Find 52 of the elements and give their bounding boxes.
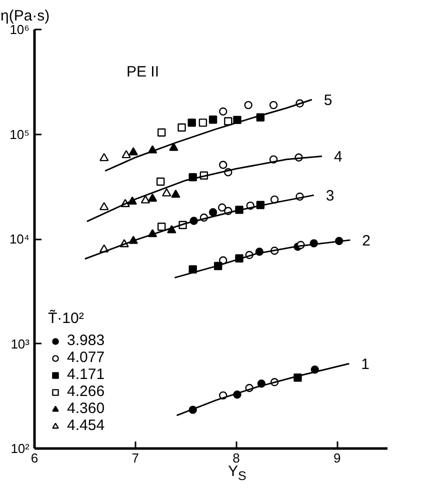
point: [99, 153, 109, 162]
point: [219, 107, 228, 116]
line-series: [174, 239, 351, 278]
point: [99, 202, 109, 210]
point: [208, 116, 218, 124]
point: [171, 190, 180, 198]
line-series: [176, 362, 350, 416]
legend-label: 4.077: [67, 349, 105, 366]
legend-label: 4.266: [67, 383, 105, 400]
y-tick-label: 10³: [10, 336, 30, 352]
point: [188, 118, 196, 127]
series-label: 3: [326, 188, 334, 205]
x-tick-label: 9: [333, 450, 341, 466]
y-axis-title: η(Pa·s): [0, 8, 50, 24]
x-tick-label: 7: [132, 450, 139, 466]
legend-title: T̃·10²: [48, 310, 85, 327]
line-series: [84, 194, 315, 260]
point: [122, 150, 131, 158]
point: [140, 195, 150, 204]
legend-label: 3.983: [67, 332, 105, 349]
y-tick-label: 10⁶: [10, 22, 30, 37]
y-tick-label: 10²: [10, 441, 30, 456]
legend-label: 4.360: [67, 400, 105, 417]
point: [244, 100, 252, 110]
legend-label: 4.171: [67, 366, 105, 383]
series-label: 2: [362, 232, 371, 250]
point: [198, 118, 208, 127]
line-series: [86, 155, 323, 222]
point: [218, 203, 226, 212]
point: [224, 117, 232, 126]
point: [156, 178, 165, 186]
y-tick-label: 10⁴: [9, 232, 30, 246]
series-label: 5: [324, 92, 332, 110]
point: [128, 147, 138, 156]
point: [157, 128, 166, 137]
x-tick-label: 6: [30, 450, 38, 466]
series-label: 4: [334, 148, 342, 166]
point: [157, 222, 166, 231]
point: [148, 194, 158, 202]
point: [169, 142, 178, 151]
point: [208, 208, 218, 216]
point: [219, 160, 228, 169]
line-series: [104, 98, 313, 172]
text: PE II: [126, 64, 160, 80]
series-label: 1: [361, 356, 370, 374]
x-axis-title: Y$_{S}$: [228, 463, 246, 484]
legend-label: 4.454: [67, 417, 105, 434]
point: [162, 188, 172, 196]
point: [269, 100, 278, 110]
point: [178, 123, 186, 132]
y-tick-label: 10⁵: [10, 126, 30, 142]
x-tick-label: 8: [232, 450, 240, 466]
